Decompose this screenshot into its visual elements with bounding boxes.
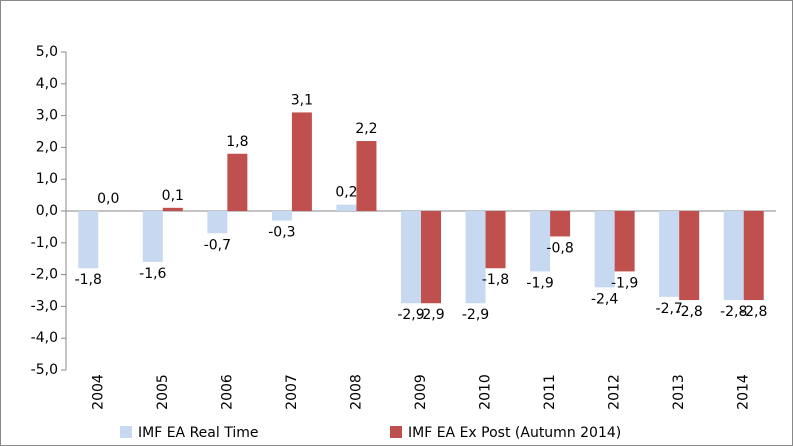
x-tick-label: 2008	[348, 374, 364, 410]
value-label: -0,3	[268, 225, 295, 241]
bar	[401, 211, 421, 304]
bar	[227, 153, 248, 211]
value-label: -2,9	[417, 307, 444, 323]
bar	[78, 211, 99, 269]
bar	[142, 211, 163, 262]
value-label: -2,7	[656, 301, 683, 317]
bar	[679, 211, 700, 301]
y-tick-label: 3,0	[36, 108, 58, 124]
bar	[421, 211, 441, 304]
value-label: -2,8	[740, 304, 767, 320]
bar	[530, 211, 551, 272]
value-label: 2,2	[355, 121, 377, 137]
x-tick-label: 2007	[284, 374, 300, 410]
bar	[743, 211, 764, 301]
y-tick-label: 2,0	[36, 139, 58, 155]
value-label: -2,8	[676, 304, 703, 320]
value-label: 1,8	[226, 134, 248, 150]
value-label: -1,6	[139, 266, 166, 282]
y-tick-label: -5,0	[31, 362, 58, 378]
legend-swatch	[390, 426, 402, 438]
x-tick-label: 2011	[542, 374, 558, 410]
bar	[336, 204, 357, 211]
y-tick-label: -3,0	[31, 298, 58, 314]
bar	[550, 211, 571, 237]
value-label: -2,8	[720, 304, 747, 320]
bar	[614, 211, 635, 272]
bar	[485, 211, 506, 269]
x-tick-label: 2004	[90, 374, 106, 410]
y-tick-label: 4,0	[36, 76, 58, 92]
value-label: 0,2	[335, 185, 357, 201]
value-label: -1,8	[75, 272, 102, 288]
value-label: 0,1	[162, 188, 184, 204]
y-tick-label: 5,0	[36, 44, 58, 60]
bar	[291, 112, 312, 211]
y-tick-label: -2,0	[31, 267, 58, 283]
bar	[271, 211, 292, 221]
y-tick-label: 0,0	[36, 203, 58, 219]
value-label: -2,9	[462, 307, 489, 323]
x-tick-label: 2013	[671, 374, 687, 410]
y-tick-label: 1,0	[36, 171, 58, 187]
legend-swatch	[120, 426, 132, 438]
x-tick-label: 2009	[413, 374, 429, 410]
legend-label: IMF EA Real Time	[138, 425, 258, 441]
x-tick-label: 2006	[219, 374, 235, 410]
bar	[207, 211, 228, 234]
value-label: -2,4	[591, 291, 618, 307]
value-label: 3,1	[291, 92, 313, 108]
bar	[356, 141, 377, 211]
value-label: -0,7	[204, 237, 231, 253]
bar	[723, 211, 744, 301]
bar	[594, 211, 615, 288]
x-tick-label: 2012	[607, 374, 623, 410]
bar	[465, 211, 486, 304]
value-label: -1,9	[526, 275, 553, 291]
value-label: -1,8	[482, 272, 509, 288]
x-tick-label: 2014	[736, 374, 752, 410]
y-tick-label: -1,0	[31, 235, 58, 251]
value-label: -1,9	[611, 275, 638, 291]
y-tick-label: -4,0	[31, 330, 58, 346]
legend-label: IMF EA Ex Post (Autumn 2014)	[408, 425, 621, 441]
value-label: -0,8	[546, 240, 573, 256]
x-tick-label: 2010	[478, 374, 494, 410]
value-label: -2,9	[397, 307, 424, 323]
value-label: 0,0	[97, 191, 119, 207]
x-tick-label: 2005	[155, 374, 171, 410]
bar	[162, 207, 183, 211]
bar	[659, 211, 680, 297]
